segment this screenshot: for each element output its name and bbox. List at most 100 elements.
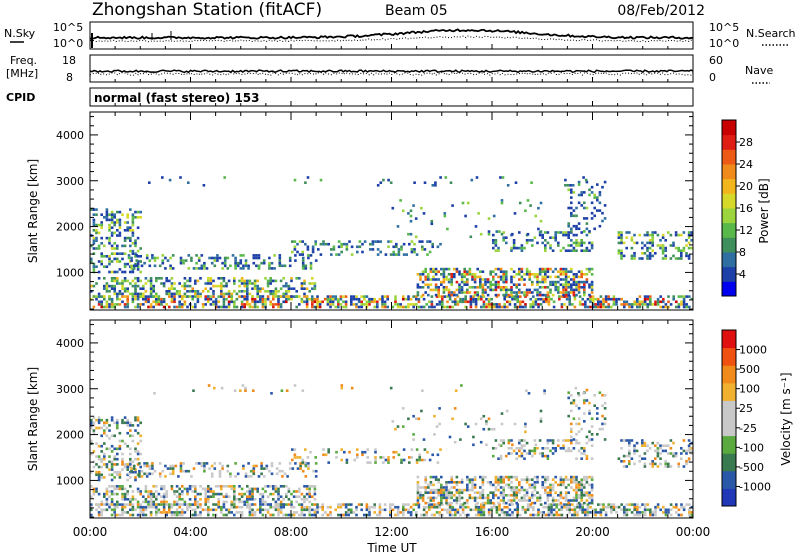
range-gate-cell — [274, 487, 278, 491]
range-gate-cell — [248, 282, 252, 285]
range-gate-cell — [290, 492, 293, 496]
range-gate-cell — [394, 303, 397, 306]
range-gate-cell — [355, 508, 358, 512]
range-gate-cell — [257, 264, 261, 268]
range-gate-cell — [528, 452, 531, 455]
range-gate-cell — [481, 288, 485, 292]
range-gate-cell — [368, 300, 371, 304]
range-gate-cell — [479, 275, 482, 279]
range-gate-cell — [415, 297, 418, 301]
range-gate-cell — [92, 247, 96, 250]
range-gate-cell — [498, 230, 501, 233]
range-gate-cell — [447, 488, 451, 492]
range-gate-cell — [213, 462, 217, 465]
range-gate-cell — [511, 297, 514, 301]
range-gate-cell — [212, 292, 215, 296]
range-gate-cell — [559, 491, 563, 494]
range-gate-cell — [572, 399, 576, 402]
range-gate-cell — [266, 284, 270, 288]
range-gate-cell — [217, 500, 220, 504]
range-gate-cell — [139, 492, 142, 496]
range-gate-cell — [412, 303, 415, 306]
range-gate-cell — [487, 303, 491, 306]
range-gate-cell — [134, 478, 137, 482]
range-gate-cell — [604, 297, 608, 301]
range-gate-cell — [560, 503, 564, 506]
range-gate-cell — [350, 386, 354, 390]
range-gate-cell — [186, 503, 189, 506]
range-gate-cell — [213, 259, 217, 262]
range-gate-cell — [95, 442, 98, 445]
range-gate-cell — [502, 278, 505, 281]
range-gate-cell — [480, 505, 483, 509]
range-gate-cell — [110, 277, 114, 280]
range-gate-cell — [203, 261, 206, 265]
range-gate-cell — [575, 475, 578, 479]
range-gate-cell — [554, 283, 557, 286]
range-gate-cell — [110, 216, 114, 219]
range-gate-cell — [492, 447, 495, 450]
range-gate-cell — [244, 472, 248, 476]
range-gate-cell — [304, 464, 308, 468]
range-gate-cell — [585, 278, 589, 281]
range-gate-cell — [126, 498, 129, 501]
range-gate-cell — [507, 288, 511, 292]
range-gate-cell — [305, 485, 309, 488]
range-gate-cell — [121, 495, 124, 498]
range-gate-cell — [270, 464, 274, 468]
range-gate-cell — [654, 462, 657, 466]
range-gate-cell — [277, 503, 280, 506]
range-gate-cell — [497, 283, 500, 286]
range-gate-cell — [116, 221, 119, 224]
range-gate-cell — [134, 242, 137, 245]
range-gate-cell — [580, 273, 583, 276]
range-gate-cell — [212, 503, 215, 506]
range-gate-cell — [207, 297, 210, 301]
range-gate-cell — [667, 465, 670, 468]
range-gate-cell — [448, 505, 452, 509]
range-gate-cell — [512, 275, 516, 279]
range-gate-cell — [105, 287, 109, 290]
range-gate-cell — [233, 498, 236, 501]
range-gate-cell — [460, 278, 464, 281]
range-gate-cell — [187, 267, 191, 270]
range-gate-cell — [497, 293, 500, 297]
range-gate-cell — [430, 305, 434, 309]
range-gate-cell — [199, 513, 202, 517]
range-gate-cell — [471, 488, 474, 492]
range-gate-cell — [248, 490, 252, 493]
range-gate-cell — [226, 256, 230, 260]
range-gate-cell — [583, 286, 586, 289]
colorbar-swatch — [722, 470, 736, 489]
range-gate-cell — [479, 278, 482, 281]
range-gate-cell — [502, 496, 505, 500]
range-gate-cell — [546, 286, 550, 289]
range-gate-cell — [583, 273, 586, 276]
range-gate-cell — [511, 503, 514, 506]
range-gate-cell — [562, 293, 565, 297]
range-gate-cell — [243, 492, 246, 496]
range-gate-cell — [562, 231, 565, 234]
range-gate-cell — [651, 254, 654, 258]
range-gate-cell — [577, 291, 581, 294]
range-gate-cell — [105, 503, 109, 506]
range-gate-cell — [559, 481, 563, 484]
range-gate-cell — [664, 465, 667, 468]
range-gate-cell — [121, 508, 124, 512]
range-gate-cell — [416, 496, 420, 500]
range-gate-cell — [554, 288, 557, 292]
range-gate-cell — [366, 456, 369, 459]
range-gate-cell — [482, 414, 486, 418]
range-gate-cell — [667, 300, 670, 304]
range-gate-cell — [201, 290, 205, 293]
range-gate-cell — [544, 475, 547, 479]
range-gate-cell — [526, 505, 530, 509]
range-gate-cell — [628, 444, 631, 447]
range-gate-cell — [222, 503, 226, 506]
range-gate-cell — [131, 218, 135, 222]
range-gate-cell — [638, 300, 642, 304]
range-gate-cell — [97, 476, 101, 479]
range-gate-cell — [347, 503, 350, 506]
range-gate-cell — [558, 513, 561, 517]
range-gate-cell — [136, 292, 140, 296]
